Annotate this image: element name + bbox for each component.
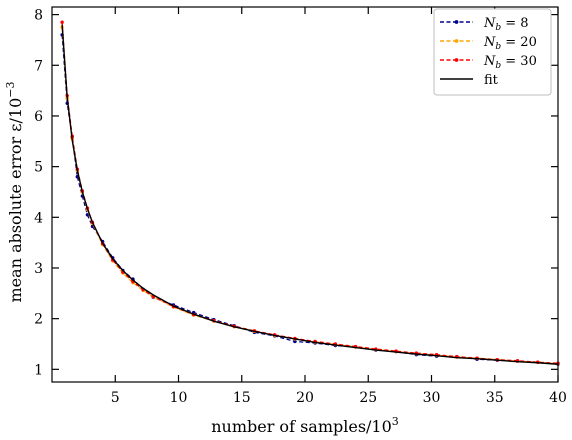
x-axis-label-main: number of samples/10 — [211, 417, 392, 436]
legend-label-main: N — [483, 35, 496, 50]
legend-box — [433, 8, 552, 96]
legend-label-rest: = 20 — [501, 35, 537, 50]
legend-label-sub: b — [495, 42, 501, 52]
ticks — [52, 7, 559, 382]
series-line — [61, 24, 559, 365]
x-axis-label-exponent: 3 — [392, 415, 399, 428]
y-axis-label-exponent: −3 — [4, 82, 17, 98]
series-point — [293, 339, 297, 344]
x-tick-label: 35 — [486, 390, 504, 406]
y-tick-label: 5 — [34, 160, 43, 176]
legend-label-sub: b — [495, 61, 501, 71]
legend-label: Nb = 20 — [483, 35, 537, 52]
legend-label: Nb = 30 — [483, 54, 537, 71]
legend-label: Nb = 8 — [483, 16, 529, 33]
x-tick-label: 40 — [549, 390, 567, 406]
tick-labels: 5 10 15 20 25 30 35 40 1 2 3 4 5 6 7 8 — [34, 8, 567, 406]
legend-marker — [454, 39, 459, 43]
x-tick-label: 20 — [296, 390, 314, 406]
legend-label-main: N — [483, 54, 496, 69]
y-tick-label: 6 — [34, 109, 43, 125]
x-tick-label: 10 — [170, 390, 188, 406]
series-point — [60, 20, 64, 24]
legend-label-sub: b — [495, 23, 501, 33]
x-tick-label: 30 — [423, 390, 441, 406]
legend-marker — [454, 58, 459, 62]
x-tick-label: 15 — [233, 390, 251, 406]
y-tick-label: 7 — [34, 58, 43, 74]
series-point — [85, 213, 90, 217]
y-tick-label: 8 — [34, 8, 43, 24]
y-tick-label: 3 — [34, 261, 43, 277]
legend-label-rest: = 30 — [501, 54, 537, 69]
y-axis-label: mean absolute error ε/10−3 — [4, 82, 25, 303]
y-axis-label-main: mean absolute error ε/10 — [6, 98, 25, 303]
legend-label-main: N — [483, 16, 496, 31]
legend-label-main: fit — [484, 73, 499, 88]
legend-label-rest: = 8 — [501, 16, 528, 31]
y-tick-label: 1 — [34, 362, 43, 378]
x-tick-label: 5 — [111, 390, 120, 406]
plot-lines — [60, 20, 560, 366]
legend-marker — [454, 20, 459, 24]
x-tick-label: 25 — [359, 390, 377, 406]
x-axis-label: number of samples/103 — [211, 415, 399, 436]
y-tick-label: 2 — [34, 312, 43, 328]
y-tick-label: 4 — [34, 210, 43, 226]
legend-label: fit — [484, 73, 499, 88]
